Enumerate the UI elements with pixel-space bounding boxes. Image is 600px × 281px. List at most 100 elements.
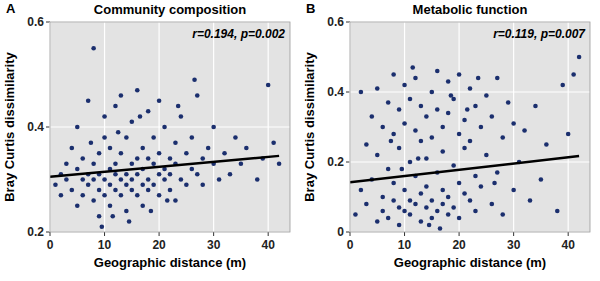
point [140, 182, 145, 187]
grid-line [350, 161, 590, 162]
point [179, 177, 184, 182]
point [119, 193, 124, 198]
point [80, 177, 85, 182]
grid-line [404, 22, 405, 232]
grid-line [513, 22, 514, 232]
point [108, 146, 113, 151]
point [192, 77, 197, 82]
point [59, 193, 64, 198]
y-tick-label: 0.6 [27, 15, 44, 29]
point [446, 111, 451, 116]
point [511, 121, 516, 126]
point [440, 125, 445, 130]
point [135, 193, 140, 198]
point [413, 76, 418, 81]
point [157, 193, 162, 198]
point [80, 156, 85, 161]
point [427, 223, 432, 228]
point [146, 177, 151, 182]
point [239, 161, 244, 166]
point [416, 156, 421, 161]
point [135, 172, 140, 177]
point [419, 104, 424, 109]
point [162, 177, 167, 182]
x-tick-label: 0 [347, 238, 354, 252]
point [560, 83, 565, 88]
y-tick-label: 0.4 [27, 120, 44, 134]
point [380, 195, 385, 200]
point [479, 184, 484, 189]
tick-mark [104, 232, 105, 236]
point [402, 209, 407, 214]
point [102, 135, 107, 140]
point [140, 203, 145, 208]
point [110, 214, 115, 219]
point [91, 161, 96, 166]
point [75, 203, 80, 208]
point [102, 114, 107, 119]
point [397, 107, 402, 112]
point [80, 193, 85, 198]
point [391, 181, 396, 186]
point [370, 114, 375, 119]
point [130, 119, 135, 124]
point [410, 65, 415, 70]
point [440, 188, 445, 193]
point [217, 177, 222, 182]
plot-background [50, 22, 290, 232]
point [91, 46, 96, 51]
point [168, 156, 173, 161]
trend-line [50, 156, 279, 177]
grid-line [268, 22, 269, 232]
point [476, 76, 481, 81]
point [457, 72, 462, 77]
point [457, 216, 462, 221]
point [402, 83, 407, 88]
point [424, 205, 429, 210]
y-tick-label: 0.2 [27, 225, 44, 239]
point [86, 182, 91, 187]
point [490, 114, 495, 119]
point [135, 156, 140, 161]
point [151, 135, 156, 140]
point [119, 93, 124, 98]
point [391, 132, 396, 137]
tick-mark [459, 232, 460, 236]
point [173, 140, 178, 145]
point [124, 209, 129, 214]
point [522, 128, 527, 133]
point [386, 167, 391, 172]
x-tick-label: 40 [262, 238, 276, 252]
point [176, 104, 181, 109]
point [430, 135, 435, 140]
point [484, 93, 489, 98]
point [419, 191, 424, 196]
point [435, 107, 440, 112]
trend-line [350, 156, 579, 182]
point [435, 209, 440, 214]
point [108, 182, 113, 187]
point [102, 177, 107, 182]
point [468, 139, 473, 144]
point [97, 214, 102, 219]
point [165, 198, 170, 203]
point [200, 182, 205, 187]
point [244, 146, 249, 151]
x-tick-label: 20 [452, 238, 466, 252]
tick-mark [350, 232, 351, 236]
point [577, 55, 582, 60]
point [184, 151, 189, 156]
point [435, 69, 440, 74]
point [544, 142, 549, 147]
point [440, 149, 445, 154]
y-tick-label: 0.4 [327, 85, 344, 99]
point [484, 153, 489, 158]
panel: 00.20.40.6010203040BMetabolic functionr=… [302, 1, 590, 270]
point [86, 98, 91, 103]
point [446, 212, 451, 217]
point [492, 181, 497, 186]
point [473, 209, 478, 214]
point [424, 114, 429, 119]
point [402, 188, 407, 193]
annotation: r=0.194, p=0.002 [192, 27, 285, 41]
